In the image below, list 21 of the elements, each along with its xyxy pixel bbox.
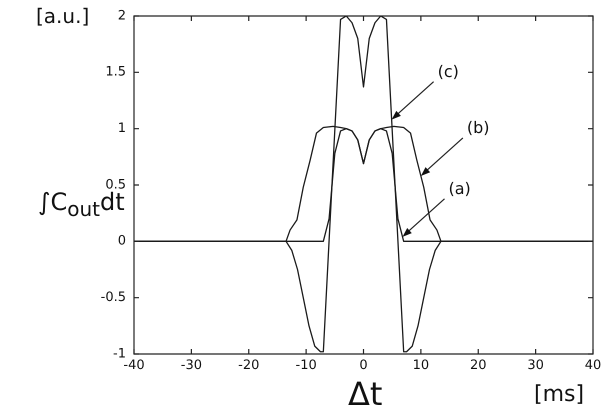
x-tick-label: -20 [238,358,260,374]
x-tick-label: 30 [527,358,544,374]
y-tick-label: -1 [113,346,126,362]
x-tick-label: -10 [296,358,317,374]
x-tick-label: 20 [470,358,487,374]
annotation: (c) [438,62,459,81]
y-tick-label: 1 [118,121,126,136]
x-tick-label: -40 [123,358,145,374]
text: [a.u.] [36,4,90,28]
x-tick-label: 10 [412,358,430,374]
y-tick-label: 2 [118,8,126,24]
y-tick-label: 1.5 [105,64,126,80]
text: [ms] [534,382,584,407]
x-tick-label: -30 [180,358,202,374]
annotation: (a) [448,178,471,198]
y-tick-label: 0 [118,234,126,249]
x-tick-label: 0 [359,358,368,374]
x-axis-title: Δt [348,375,382,413]
y-tick-label: -0.5 [100,290,126,306]
annotation: (b) [466,118,490,138]
x-tick-label: 40 [584,358,602,374]
